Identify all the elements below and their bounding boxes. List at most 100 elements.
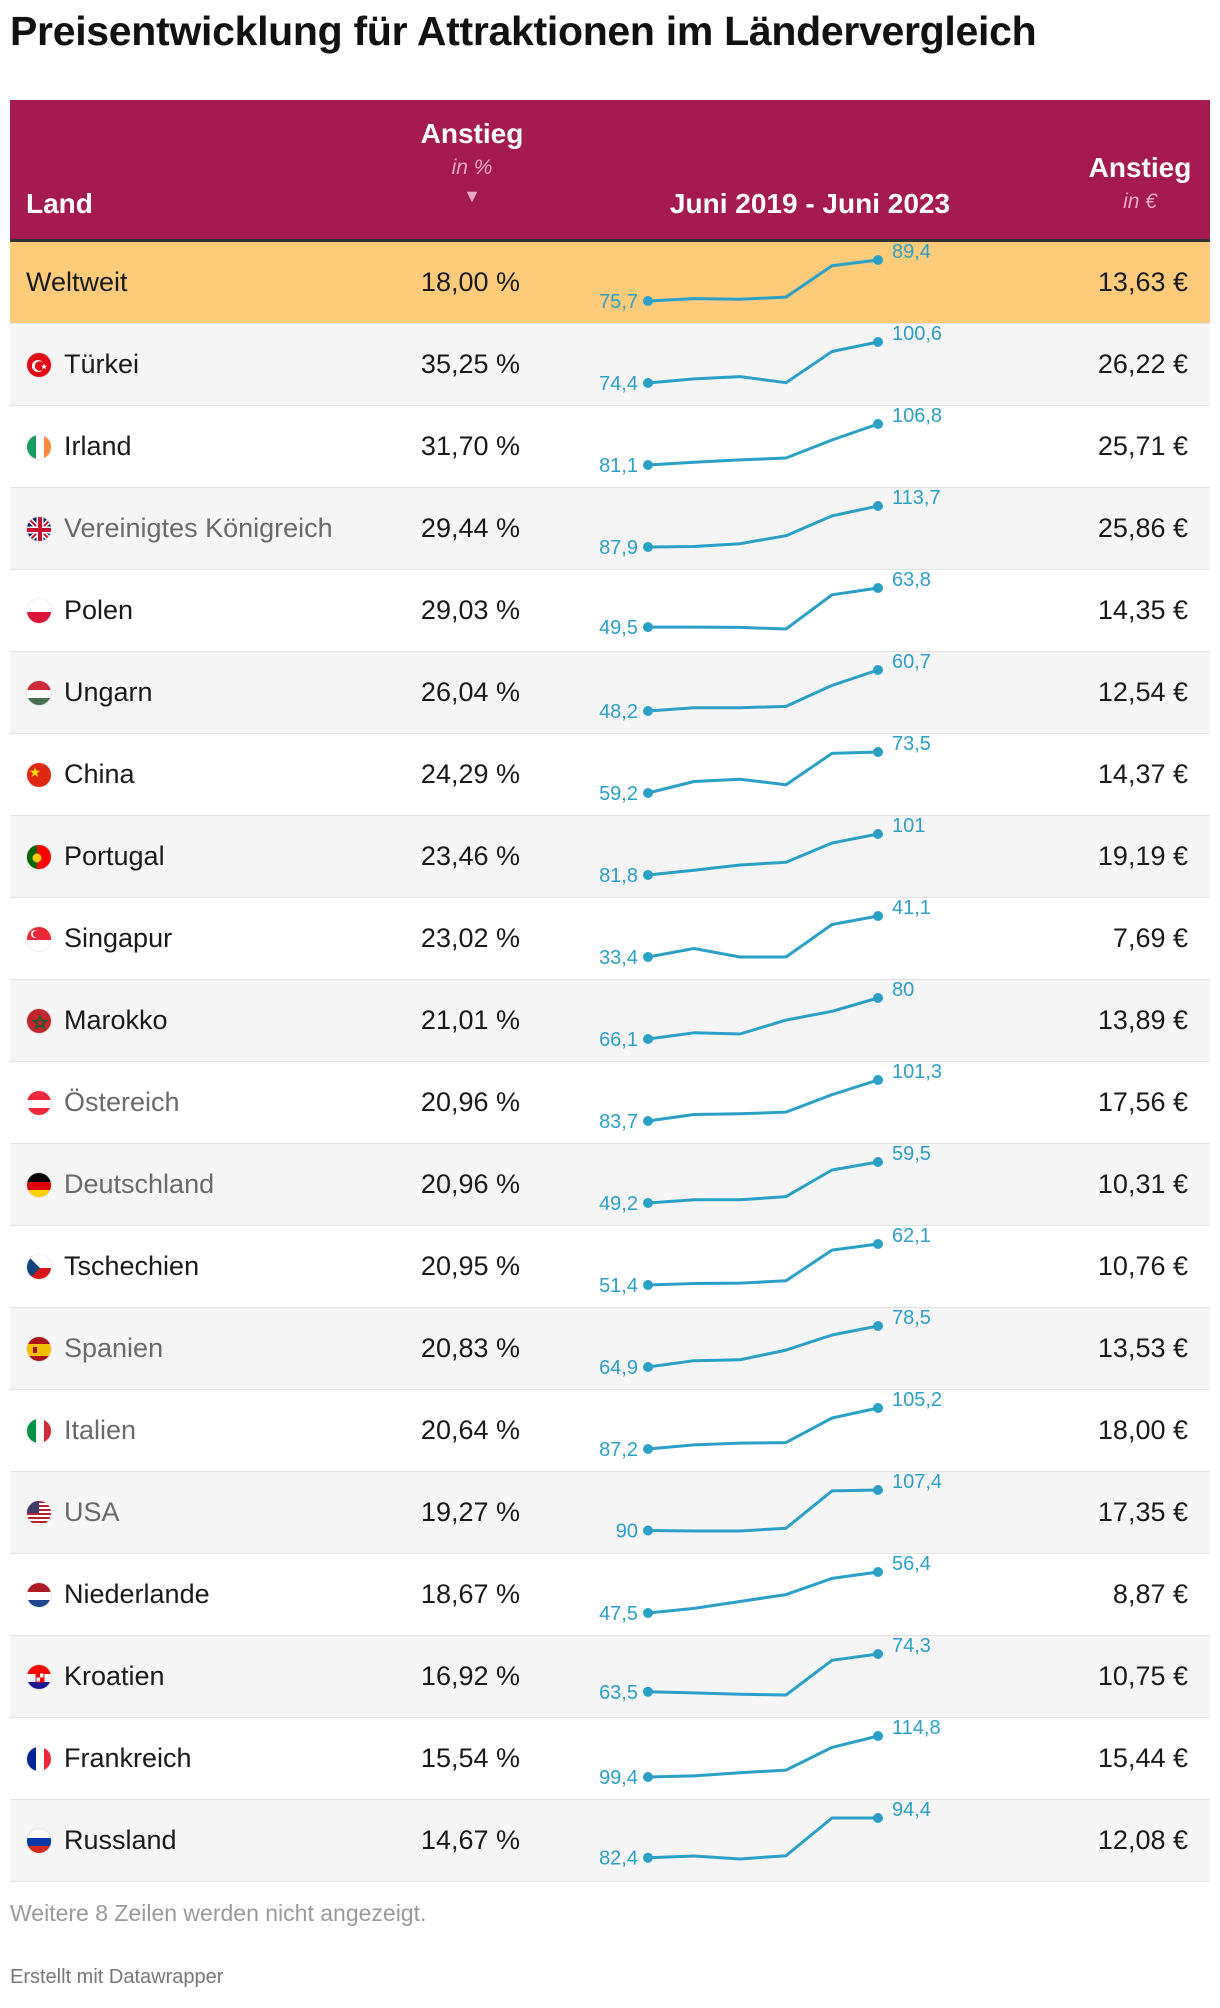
sparkline-end-point [873, 1485, 883, 1495]
cell-eur: 10,76 € [1097, 1251, 1188, 1281]
flag-nl-icon [26, 1581, 52, 1608]
land-label: Frankreich [64, 1743, 192, 1773]
sparkline: 66,1 80 [599, 979, 914, 1051]
land-label[interactable]: Östereich [64, 1087, 180, 1117]
column-header-eur-unit: in € [1123, 190, 1157, 213]
cell-eur: 18,00 € [1097, 1415, 1188, 1445]
sparkline-start-label: 74,4 [599, 373, 638, 395]
sparkline: 63,5 74,3 [599, 1635, 931, 1704]
sparkline-start-point [643, 1362, 653, 1372]
sparkline-end-label: 114,8 [892, 1717, 941, 1739]
column-header-eur[interactable]: Anstieg in € [1080, 152, 1200, 214]
sparkline-start-label: 75,7 [599, 291, 638, 313]
sparkline: 90 107,4 [616, 1471, 942, 1543]
cell-eur: 17,56 € [1097, 1087, 1188, 1117]
land-label[interactable]: Vereinigtes Königreich [64, 513, 333, 543]
flag-fr-icon [26, 1745, 52, 1772]
cell-land: Frankreich [26, 1718, 192, 1799]
sparkline-line [646, 1488, 880, 1533]
sparkline-end-point [873, 1157, 883, 1167]
sparkline-end-label: 41,1 [892, 897, 931, 919]
cell-eur: 12,08 € [1097, 1825, 1188, 1855]
cell-eur: 12,54 € [1097, 677, 1188, 707]
sparkline-end-label: 63,8 [892, 569, 931, 591]
flag-it-icon [26, 1417, 52, 1444]
land-label: Tschechien [64, 1251, 200, 1281]
credit-link[interactable]: Erstellt mit Datawrapper [10, 1966, 224, 1988]
sparkline-start-point [643, 622, 653, 633]
sort-descending-icon[interactable]: ▼ [463, 186, 481, 206]
sparkline-start-point [643, 1198, 653, 1208]
cell-land: Spanien [26, 1308, 163, 1389]
column-header-period[interactable]: Juni 2019 - Juni 2023 [669, 188, 951, 219]
flag-hu-icon [26, 679, 52, 706]
sparkline-line [646, 586, 880, 631]
sparkline: 81,8 101 [599, 815, 925, 887]
sparkline-line [646, 1242, 880, 1287]
sparkline-start-point [643, 1686, 653, 1697]
sparkline-end-label: 107,4 [892, 1471, 942, 1493]
cell-eur: 13,53 € [1097, 1333, 1188, 1363]
cell-pct: 20,83 % [420, 1333, 520, 1363]
cell-land: Polen [26, 570, 133, 651]
cell-eur: 17,35 € [1097, 1497, 1188, 1527]
sparkline-start-point [643, 460, 653, 470]
sparkline-end-point [873, 1649, 883, 1659]
flag-us-icon [26, 1499, 52, 1526]
sparkline: 64,9 78,5 [599, 1307, 931, 1379]
column-header-pct[interactable]: Anstieg in % ▼ [398, 118, 546, 207]
cell-pct: 23,02 % [420, 923, 520, 953]
sparkline: 59,2 73,5 [599, 733, 931, 805]
land-label[interactable]: Spanien [64, 1333, 164, 1363]
table-row: Vereinigtes Königreich 29,44 % 87,9 113,7 25… [10, 487, 1210, 570]
table-row: Singapur 23,02 % 33,4 41,1 7,69 € [10, 897, 1210, 980]
land-label[interactable]: Deutschland [64, 1169, 215, 1199]
sparkline-line [646, 1570, 880, 1615]
sparkline-end-label: 100,6 [892, 323, 942, 345]
sparkline-start-label: 63,5 [599, 1682, 638, 1704]
sparkline-start-point [643, 1444, 653, 1454]
land-label[interactable]: Italien [64, 1415, 137, 1445]
sparkline-end-label: 101,3 [892, 1061, 942, 1083]
sparkline-line [646, 1324, 880, 1369]
sparkline: 99,4 114,8 [599, 1717, 941, 1789]
sparkline: 87,9 113,7 [599, 487, 941, 559]
sparkline-end-point [873, 501, 883, 511]
sparkline-start-label: 87,2 [599, 1439, 638, 1461]
cell-land: Marokko [26, 980, 168, 1061]
land-label: Niederlande [64, 1579, 210, 1609]
cell-pct: 23,46 % [420, 841, 520, 871]
cell-eur: 10,31 € [1097, 1169, 1188, 1199]
sparkline: 49,5 63,8 [599, 569, 931, 639]
cell-pct: 16,92 % [420, 1661, 520, 1691]
sparkline-end-point [873, 829, 883, 839]
cell-pct: 31,70 % [420, 431, 520, 461]
sparkline-start-label: 49,2 [599, 1193, 638, 1215]
sparkline-start-label: 99,4 [599, 1767, 638, 1789]
land-label[interactable]: USA [64, 1497, 120, 1527]
cell-pct: 18,67 % [420, 1579, 520, 1609]
land-label: Marokko [64, 1005, 168, 1035]
cell-eur: 14,35 € [1097, 595, 1188, 625]
land-label: Kroatien [64, 1661, 165, 1691]
table-row: Tschechien 20,95 % 51,4 62,1 10,76 € [10, 1225, 1210, 1308]
sparkline-start-point [643, 788, 653, 798]
column-header-land[interactable]: Land [26, 188, 93, 219]
sparkline-end-point [873, 665, 883, 675]
sparkline-start-point [643, 1525, 653, 1536]
sparkline-start-label: 48,2 [599, 701, 638, 723]
flag-cz-icon [26, 1253, 52, 1280]
sparkline-start-label: 81,1 [599, 455, 638, 477]
sparkline: 47,5 56,4 [599, 1553, 931, 1625]
cell-land: Östereich [26, 1062, 180, 1143]
cell-pct: 20,64 % [420, 1415, 520, 1445]
cell-land: USA [26, 1472, 120, 1553]
sparkline-end-label: 59,5 [892, 1143, 931, 1165]
cell-land: Türkei [26, 324, 139, 405]
cell-pct: 20,95 % [420, 1251, 520, 1281]
sparkline-line [646, 1078, 880, 1123]
cell-pct: 24,29 % [420, 759, 520, 789]
cell-eur: 7,69 € [1112, 923, 1188, 953]
sparkline-end-point [873, 583, 883, 593]
cell-eur: 25,71 € [1097, 431, 1188, 461]
